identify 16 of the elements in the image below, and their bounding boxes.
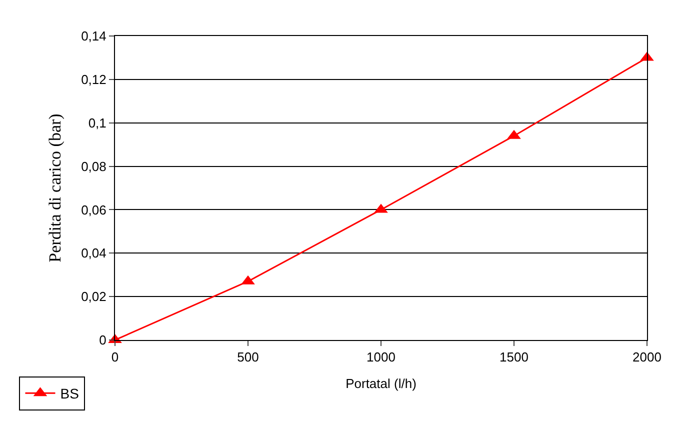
y-tick-label: 0,02	[81, 289, 106, 304]
y-tick-label: 0,14	[81, 28, 106, 44]
y-tick-label: 0,08	[81, 158, 106, 174]
x-tick-label: 1000	[366, 350, 396, 365]
legend-label: BS	[60, 386, 79, 402]
x-tick-label: 1500	[500, 350, 528, 365]
x-tick-label: 2000	[632, 350, 662, 365]
y-tick-label: 0,06	[81, 202, 106, 218]
y-tick-label: 0,1	[88, 115, 106, 130]
x-axis-title: Portatal (l/h)	[346, 376, 416, 392]
y-tick-label: 0,12	[81, 72, 106, 87]
y-axis-title: Perdita di carico (bar)	[46, 114, 65, 262]
y-tick-label: 0,04	[81, 246, 106, 261]
x-tick-label: 0	[111, 350, 119, 365]
x-tick-label: 500	[237, 350, 259, 365]
y-tick-label: 0	[99, 332, 106, 348]
